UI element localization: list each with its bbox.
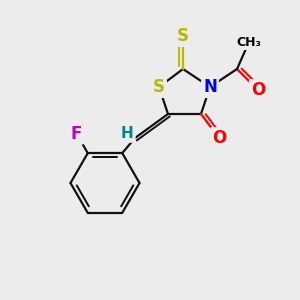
Text: N: N (203, 78, 217, 96)
Text: H: H (121, 126, 134, 141)
Text: S: S (153, 78, 165, 96)
Text: O: O (212, 129, 226, 147)
Text: F: F (71, 124, 82, 142)
Text: CH₃: CH₃ (236, 35, 262, 49)
Text: S: S (177, 27, 189, 45)
Text: O: O (251, 81, 265, 99)
